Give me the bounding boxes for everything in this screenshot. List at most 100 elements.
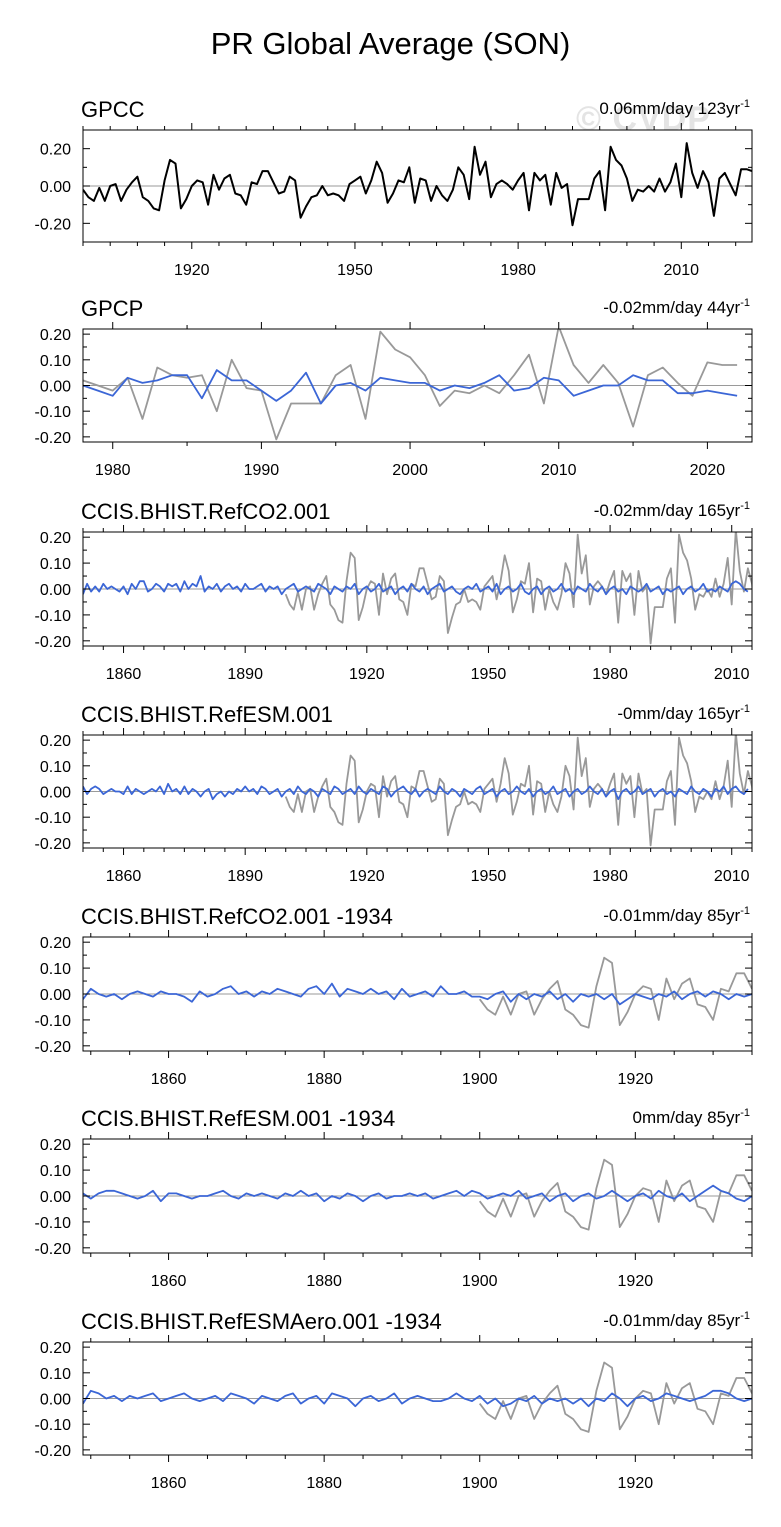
- x-tick-label: 1890: [227, 666, 263, 683]
- x-tick-label: 1860: [106, 666, 142, 683]
- y-tick-label: -0.20: [35, 634, 72, 651]
- x-tick-label: 1920: [349, 868, 385, 885]
- chart-panel-3: CCIS.BHIST.RefCO2.001 -0.02mm/day 165yr-1…: [35, 499, 753, 683]
- x-tick-label: 1920: [618, 1475, 654, 1492]
- y-tick-label: -0.20: [35, 1443, 72, 1460]
- chart-panel-7: CCIS.BHIST.RefESMAero.001 -1934 -0.01mm/d…: [35, 1309, 753, 1492]
- y-tick-label: 0.20: [40, 733, 71, 750]
- y-tick-label: -0.20: [35, 216, 72, 233]
- series-line-model: [83, 1389, 752, 1408]
- trend-value: -0mm/day 165yr: [617, 704, 740, 723]
- series-line-obs_overlay: [478, 956, 752, 1029]
- series-line-model: [83, 369, 738, 405]
- x-tick-label: 1980: [592, 868, 628, 885]
- x-tick-label: 2020: [690, 462, 726, 479]
- panel-title: CCIS.BHIST.RefESM.001 -1934: [81, 1106, 395, 1131]
- series-line-model: [83, 782, 749, 801]
- chart-panel-6: CCIS.BHIST.RefESM.001 -1934 0mm/day 85yr-…: [35, 1106, 753, 1290]
- x-tick-label: 1860: [151, 1475, 187, 1492]
- trend-superscript: -1: [740, 703, 750, 715]
- x-tick-label: 1920: [174, 262, 210, 279]
- series-line-model: [83, 575, 749, 596]
- trend-superscript: -1: [740, 1107, 750, 1119]
- trend-superscript: -1: [740, 905, 750, 917]
- y-tick-label: 0.10: [40, 556, 71, 573]
- y-tick-label: 0.20: [40, 935, 71, 952]
- series-line-model: [83, 982, 752, 1006]
- x-tick-label: 1920: [349, 666, 385, 683]
- x-tick-label: 1980: [592, 666, 628, 683]
- y-tick-label: 0.10: [40, 961, 71, 978]
- y-tick-label: 0.00: [40, 582, 71, 599]
- x-tick-label: 1950: [471, 666, 507, 683]
- y-tick-label: -0.20: [35, 1241, 72, 1258]
- x-tick-label: 1950: [471, 868, 507, 885]
- y-tick-label: -0.20: [35, 1039, 72, 1056]
- trend-label: -0.02mm/day 44yr-1: [603, 297, 750, 317]
- trend-label: -0.01mm/day 85yr-1: [603, 1310, 750, 1330]
- trend-label: -0mm/day 165yr-1: [617, 703, 750, 723]
- y-tick-label: -0.10: [35, 1215, 72, 1232]
- y-tick-label: -0.10: [35, 1013, 72, 1030]
- series-line-obs_overlay: [284, 532, 752, 645]
- y-tick-label: 0.00: [40, 1189, 71, 1206]
- trend-value: -0.02mm/day 165yr: [594, 501, 741, 520]
- trend-label: -0.01mm/day 85yr-1: [603, 905, 750, 925]
- x-tick-label: 1900: [462, 1475, 498, 1492]
- chart-panel-2: GPCP -0.02mm/day 44yr-1 -0.20 -0.10 0.00 0.10…: [35, 296, 753, 479]
- x-tick-label: 2010: [714, 868, 750, 885]
- y-tick-label: -0.10: [35, 1417, 72, 1434]
- x-tick-label: 1880: [306, 1273, 342, 1290]
- trend-value: -0.01mm/day 85yr: [603, 1311, 740, 1330]
- panel-title: GPCC: [81, 97, 145, 122]
- series-line-obs_overlay: [478, 1158, 752, 1231]
- x-tick-label: 1900: [462, 1071, 498, 1088]
- y-tick-label: -0.10: [35, 810, 72, 827]
- x-tick-label: 2010: [541, 462, 577, 479]
- x-tick-label: 1860: [106, 868, 142, 885]
- series-line-obs_overlay: [83, 329, 738, 441]
- panel-title: CCIS.BHIST.RefCO2.001 -1934: [81, 904, 393, 929]
- x-tick-label: 1920: [618, 1071, 654, 1088]
- panel-title: CCIS.BHIST.RefESMAero.001 -1934: [81, 1309, 442, 1334]
- page-title: PR Global Average (SON): [210, 26, 571, 61]
- y-tick-label: 0.00: [40, 785, 71, 802]
- trend-superscript: -1: [740, 297, 750, 309]
- chart-panel-1: GPCC 0.06mm/day 123yr-1 -0.20 0.00 0.20 1920 1…: [35, 97, 753, 279]
- chart-panel-4: CCIS.BHIST.RefESM.001 -0mm/day 165yr-1 -0.…: [35, 702, 753, 885]
- x-tick-label: 2010: [714, 666, 750, 683]
- y-tick-label: -0.20: [35, 430, 72, 447]
- trend-label: -0.02mm/day 165yr-1: [594, 500, 750, 520]
- x-tick-label: 1980: [95, 462, 131, 479]
- watermark-logo: © CVDP: [576, 100, 711, 138]
- trend-label: 0mm/day 85yr-1: [633, 1107, 750, 1127]
- x-tick-label: 2000: [392, 462, 428, 479]
- series-line-obs_overlay: [284, 735, 752, 847]
- y-tick-label: 0.20: [40, 1137, 71, 1154]
- x-tick-label: 1900: [462, 1273, 498, 1290]
- y-tick-label: 0.20: [40, 142, 71, 159]
- y-tick-label: 0.10: [40, 1366, 71, 1383]
- y-tick-label: 0.20: [40, 327, 71, 344]
- y-tick-label: 0.10: [40, 1163, 71, 1180]
- x-tick-label: 1980: [500, 262, 536, 279]
- x-tick-label: 1890: [227, 868, 263, 885]
- y-tick-label: 0.00: [40, 1392, 71, 1409]
- y-tick-label: 0.10: [40, 353, 71, 370]
- y-tick-label: -0.10: [35, 404, 72, 421]
- y-tick-label: 0.00: [40, 379, 71, 396]
- x-tick-label: 1950: [337, 262, 373, 279]
- y-tick-label: 0.10: [40, 759, 71, 776]
- trend-label: 0.06mm/day 123yr-1: [599, 98, 750, 118]
- trend-value: 0.06mm/day 123yr: [599, 99, 740, 118]
- trend-superscript: -1: [740, 98, 750, 110]
- y-tick-label: 0.20: [40, 1340, 71, 1357]
- x-tick-label: 2010: [663, 262, 699, 279]
- x-tick-label: 1990: [244, 462, 280, 479]
- series-line-obs: [83, 142, 752, 227]
- x-tick-label: 1880: [306, 1475, 342, 1492]
- y-tick-label: 0.00: [40, 987, 71, 1004]
- trend-value: -0.02mm/day 44yr: [603, 298, 740, 317]
- y-tick-label: 0.00: [40, 179, 71, 196]
